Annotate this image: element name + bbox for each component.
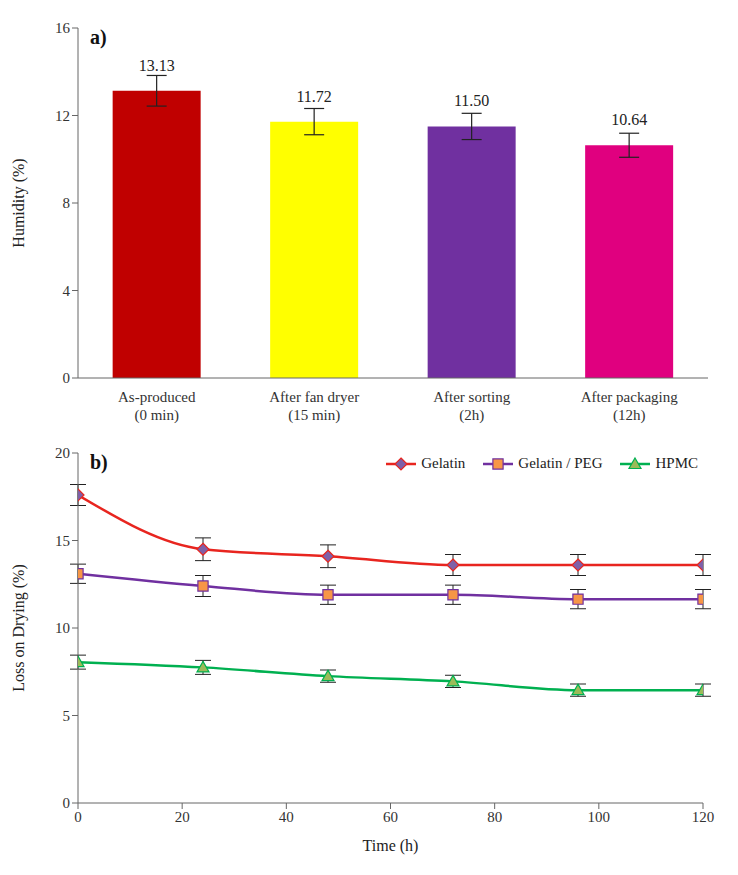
html-text:b): b) xyxy=(90,451,108,473)
html-text:a): a) xyxy=(90,26,107,48)
svg-text:120: 120 xyxy=(692,809,715,825)
svg-text:12: 12 xyxy=(55,108,70,124)
svg-text:20: 20 xyxy=(175,809,190,825)
svg-text:5: 5 xyxy=(63,708,71,724)
svg-text:80: 80 xyxy=(487,809,502,825)
svg-text:10: 10 xyxy=(55,620,70,636)
svg-text:10.64: 10.64 xyxy=(611,111,647,128)
svg-text:16: 16 xyxy=(55,20,71,36)
svg-text:15: 15 xyxy=(55,533,70,549)
svg-text:20: 20 xyxy=(55,445,70,461)
svg-text:11.72: 11.72 xyxy=(296,88,331,105)
svg-text:As-produced(0 min): As-produced(0 min) xyxy=(118,389,196,424)
svg-text:8: 8 xyxy=(63,195,71,211)
svg-text:After sorting(2h): After sorting(2h) xyxy=(433,389,511,424)
html-text:Gelatin: Gelatin xyxy=(421,455,466,471)
svg-text:0: 0 xyxy=(63,370,71,386)
svg-text:Loss on Drying (%): Loss on Drying (%) xyxy=(10,564,28,692)
svg-text:Humidity (%): Humidity (%) xyxy=(10,158,28,247)
svg-text:60: 60 xyxy=(383,809,398,825)
svg-text:0: 0 xyxy=(74,809,82,825)
svg-text:Time (h): Time (h) xyxy=(363,837,419,855)
svg-text:11.50: 11.50 xyxy=(454,92,489,109)
svg-text:After fan dryer(15 min): After fan dryer(15 min) xyxy=(269,389,359,424)
svg-text:4: 4 xyxy=(63,283,71,299)
svg-text:100: 100 xyxy=(588,809,611,825)
svg-text:0: 0 xyxy=(63,795,71,811)
svg-text:13.13: 13.13 xyxy=(139,57,175,74)
svg-text:After packaging(12h): After packaging(12h) xyxy=(581,389,679,424)
html-text:HPMC: HPMC xyxy=(655,455,698,471)
svg-text:40: 40 xyxy=(279,809,294,825)
html-text:Gelatin / PEG: Gelatin / PEG xyxy=(518,455,603,471)
